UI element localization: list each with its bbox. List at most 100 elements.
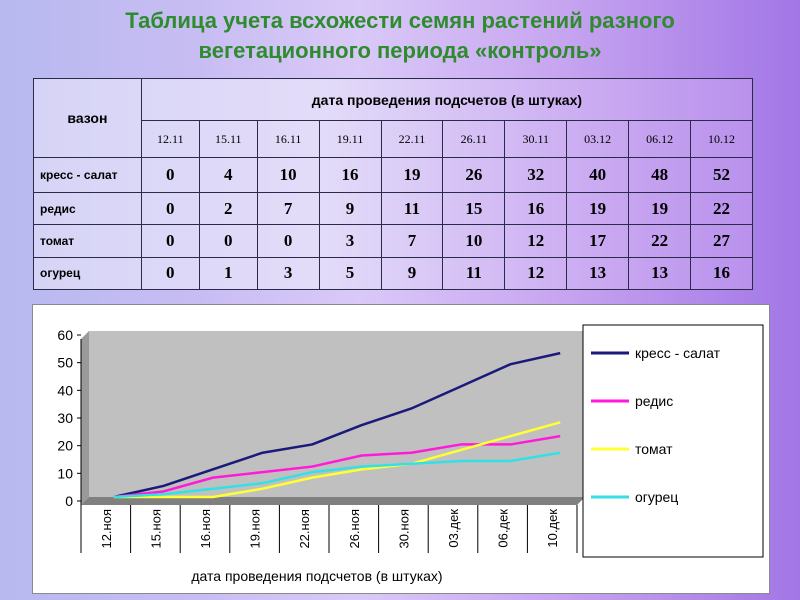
y-tick-label: 20: [57, 438, 73, 454]
table-cell: 0: [140, 192, 200, 226]
table-cell: 22: [628, 224, 692, 258]
date-header: 10.12: [690, 120, 753, 158]
date-header: 12.11: [140, 120, 200, 158]
title-line-2: вегетационного периода «контроль»: [198, 38, 602, 63]
row-header-cell: вазон: [33, 78, 142, 158]
x-tick-label: 30.ноя: [396, 509, 411, 549]
date-header: 26.11: [442, 120, 506, 158]
table-cell: 48: [628, 156, 692, 194]
x-tick-label: 22.ноя: [297, 509, 312, 549]
row-label: томат: [33, 224, 142, 258]
legend-label: огурец: [635, 489, 678, 505]
plot-floor: [81, 497, 585, 505]
x-tick-label: 06.дек: [496, 509, 511, 548]
table-cell: 26: [442, 156, 506, 194]
table-cell: 19: [628, 192, 692, 226]
x-tick-label: 26.ноя: [347, 509, 362, 549]
table-cell: 0: [198, 224, 258, 258]
legend-label: кресс - салат: [635, 345, 721, 361]
table-cell: 0: [256, 224, 320, 258]
chart-container: 0 10 20 30 40 50 60 12.ноя 15.ноя 16.ноя 19.ноя 22.…: [32, 304, 770, 594]
y-tick-label: 10: [57, 465, 73, 481]
dates-row: 12.11 15.11 16.11 19.11 22.11 26.11 30.11 03.12…: [34, 120, 753, 158]
row-label: кресс - салат: [33, 156, 142, 194]
table-cell: 15: [442, 192, 506, 226]
table-cell: 2: [198, 192, 258, 226]
table-cell: 9: [380, 256, 444, 291]
table-cell: 10: [256, 156, 320, 194]
table-cell: 0: [140, 156, 200, 194]
table-cell: 17: [566, 224, 630, 258]
table-row: редис 0 2 7 9 11 15 16 19 19 22: [33, 192, 753, 226]
series-line-0: [113, 351, 561, 499]
table-cell: 40: [566, 156, 630, 194]
row-label: редис: [33, 192, 142, 226]
table-body: кресс - салат 0 4 10 16 19 26 32 40 48 52 редис 0 2 7 9…: [33, 156, 753, 291]
table-cell: 3: [318, 224, 382, 258]
table-cell: 5: [318, 256, 382, 291]
column-group-header-cell: дата проведения подсчетов (в штуках): [140, 77, 754, 122]
table-cell: 11: [380, 192, 444, 226]
plot-side-wall: [81, 331, 89, 505]
title-line-1: Таблица учета всхожести семян растений р…: [125, 8, 675, 33]
y-tick-label: 60: [57, 327, 73, 343]
table-row: огурец 0 1 3 5 9 11 12 13 13 16: [33, 256, 753, 291]
date-header: 22.11: [380, 120, 444, 158]
x-tick-label: 03.дек: [446, 509, 461, 548]
x-tick-label: 16.ноя: [198, 509, 213, 549]
germination-table: вазон дата проведения подсчетов (в штука…: [33, 77, 754, 291]
table-cell: 22: [690, 192, 753, 226]
table-cell: 11: [442, 256, 506, 291]
x-tick-label: 12.ноя: [99, 509, 114, 549]
x-tick-label: 19.ноя: [248, 509, 263, 549]
table-cell: 12: [504, 256, 568, 291]
table-cell: 3: [256, 256, 320, 291]
table-cell: 27: [690, 224, 753, 258]
table-cell: 13: [628, 256, 692, 291]
series-line-3: [113, 451, 561, 499]
date-header: 16.11: [256, 120, 320, 158]
x-tick-label: 15.ноя: [148, 509, 163, 549]
table-cell: 10: [442, 224, 506, 258]
table-cell: 0: [140, 224, 200, 258]
table-cell: 16: [504, 192, 568, 226]
legend-label: томат: [635, 441, 673, 457]
table-cell: 13: [566, 256, 630, 291]
x-axis-label: дата проведения подсчетов (в штуках): [191, 568, 442, 584]
column-group-header: дата проведения подсчетов (в штуках): [311, 91, 583, 108]
table-cell: 1: [198, 256, 258, 291]
date-header: 19.11: [318, 120, 382, 158]
date-header: 06.12: [628, 120, 692, 158]
table-cell: 7: [380, 224, 444, 258]
table-cell: 52: [690, 156, 753, 194]
plot-area: [89, 331, 585, 497]
table-cell: 9: [318, 192, 382, 226]
table-cell: 4: [198, 156, 258, 194]
y-tick-label: 40: [57, 382, 73, 398]
table-cell: 32: [504, 156, 568, 194]
series-line-2: [113, 421, 561, 499]
y-tick-label: 0: [65, 493, 73, 509]
table-cell: 16: [690, 256, 753, 291]
date-header: 15.11: [198, 120, 258, 158]
page-title: Таблица учета всхожести семян растений р…: [0, 6, 800, 66]
x-tick-label: 10.дек: [545, 509, 560, 548]
row-header: вазон: [67, 109, 108, 126]
y-tick-label: 50: [57, 355, 73, 371]
series-line-1: [113, 434, 561, 499]
table-cell: 0: [140, 256, 200, 291]
table-row: кресс - салат 0 4 10 16 19 26 32 40 48 52: [33, 156, 753, 194]
table-cell: 19: [380, 156, 444, 194]
table-row: томат 0 0 0 3 7 10 12 17 22 27: [33, 224, 753, 258]
y-tick-label: 30: [57, 410, 73, 426]
table-cell: 12: [504, 224, 568, 258]
table-cell: 16: [318, 156, 382, 194]
legend-label: редис: [635, 393, 673, 409]
legend: [582, 324, 764, 558]
line-chart: 0 10 20 30 40 50 60 12.ноя 15.ноя 16.ноя 19.ноя 22.…: [57, 324, 764, 584]
date-header: 03.12: [566, 120, 630, 158]
row-label: огурец: [33, 256, 142, 291]
table-cell: 7: [256, 192, 320, 226]
table-cell: 19: [566, 192, 630, 226]
date-header: 30.11: [504, 120, 568, 158]
